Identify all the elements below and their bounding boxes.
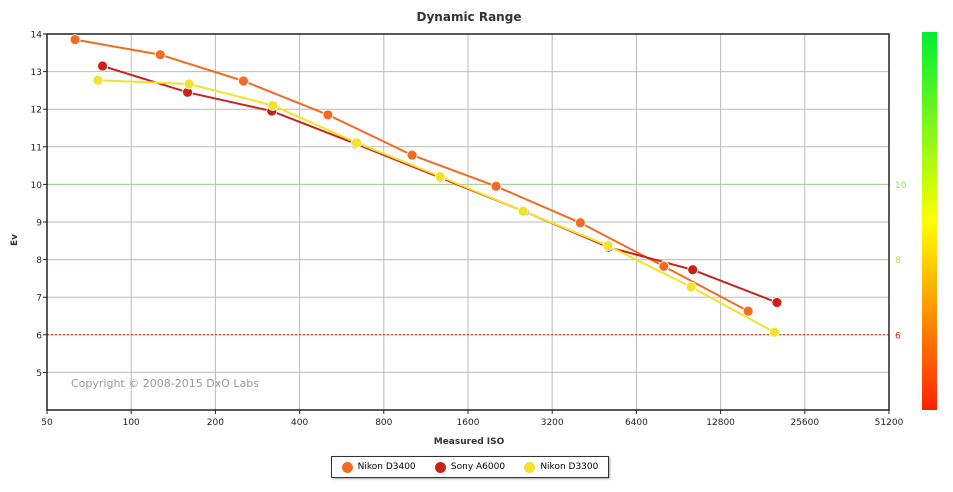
data-point-sony-a6000 xyxy=(97,60,108,72)
series-layer xyxy=(69,34,783,338)
copyright-text: Copyright © 2008-2015 DxO Labs xyxy=(71,377,259,390)
x-axis-ticks: 50 100 200 400 800 1600 3200 6400 12800 25600 5120… xyxy=(41,410,904,428)
x-tick-label: 200 xyxy=(207,418,224,428)
data-point-nikon-d3400 xyxy=(658,260,670,272)
legend-item-sony-a6000[interactable]: Sony A6000 xyxy=(434,461,506,473)
data-point-nikon-d3300 xyxy=(768,326,780,338)
x-tick-label: 400 xyxy=(291,418,308,428)
y-tick-label: 11 xyxy=(31,143,42,153)
legend-label: Nikon D3300 xyxy=(540,462,599,472)
legend-marker xyxy=(434,461,446,473)
x-tick-label: 25600 xyxy=(790,418,819,428)
x-tick-label: 51200 xyxy=(875,418,904,428)
chart-title: Dynamic Range xyxy=(417,10,522,24)
data-point-nikon-d3400 xyxy=(490,180,502,192)
x-tick-label: 6400 xyxy=(625,418,648,428)
data-point-nikon-d3300 xyxy=(351,137,362,149)
data-point-nikon-d3400 xyxy=(154,49,166,61)
data-point-nikon-d3400 xyxy=(406,149,418,161)
y-tick-label: 8 xyxy=(36,256,42,266)
legend-item-nikon-d3400[interactable]: Nikon D3400 xyxy=(341,461,416,473)
legend-label: Sony A6000 xyxy=(450,462,506,472)
data-point-sony-a6000 xyxy=(771,297,783,308)
data-point-nikon-d3300 xyxy=(602,240,614,252)
data-point-nikon-d3400 xyxy=(69,34,81,46)
series-line-nikon-d3400 xyxy=(74,38,749,312)
data-point-nikon-d3400 xyxy=(322,109,334,121)
x-tick-label: 50 xyxy=(41,418,53,428)
data-point-nikon-d3400 xyxy=(574,217,586,229)
x-axis-label: Measured ISO xyxy=(434,437,505,447)
data-point-nikon-d3400 xyxy=(742,305,754,317)
y-tick-label: 12 xyxy=(31,106,42,116)
y-axis-label: Ev xyxy=(10,234,20,246)
legend-marker xyxy=(341,461,353,473)
x-tick-label: 1600 xyxy=(457,418,480,428)
x-tick-label: 800 xyxy=(375,418,392,428)
legend-label: Nikon D3400 xyxy=(357,462,416,472)
legend: Nikon D3400 Sony A6000 Nikon D3300 xyxy=(331,456,609,478)
data-point-sony-a6000 xyxy=(687,264,699,276)
reference-label-6: 6 xyxy=(895,331,901,341)
y-tick-label: 6 xyxy=(36,331,42,341)
y-tick-label: 7 xyxy=(36,294,42,304)
y-axis-ticks: 5 6 7 8 9 10 11 12 13 14 xyxy=(31,31,47,379)
reference-label-10: 10 xyxy=(895,181,907,191)
reference-lines: 10 8 6 xyxy=(47,181,907,341)
y-tick-label: 9 xyxy=(36,219,42,229)
reference-label-8: 8 xyxy=(895,256,901,266)
data-point-nikon-d3400 xyxy=(238,75,249,87)
x-tick-label: 12800 xyxy=(706,418,735,428)
data-point-nikon-d3300 xyxy=(517,205,529,217)
y-tick-label: 10 xyxy=(31,181,43,191)
data-point-nikon-d3300 xyxy=(92,74,104,86)
data-point-nikon-d3300 xyxy=(267,100,279,111)
series-line-nikon-d3300 xyxy=(97,79,775,334)
data-point-nikon-d3300 xyxy=(434,171,446,182)
dynamic-range-color-scale xyxy=(922,32,937,410)
y-tick-label: 5 xyxy=(36,369,42,379)
grid xyxy=(46,33,890,410)
data-point-nikon-d3300 xyxy=(183,78,195,90)
legend-marker xyxy=(524,461,536,473)
x-tick-label: 3200 xyxy=(541,418,564,428)
x-tick-label: 100 xyxy=(123,418,140,428)
data-point-nikon-d3300 xyxy=(685,281,697,293)
legend-item-nikon-d3300[interactable]: Nikon D3300 xyxy=(524,461,599,473)
y-tick-label: 13 xyxy=(31,68,42,78)
y-tick-label: 14 xyxy=(31,31,43,41)
